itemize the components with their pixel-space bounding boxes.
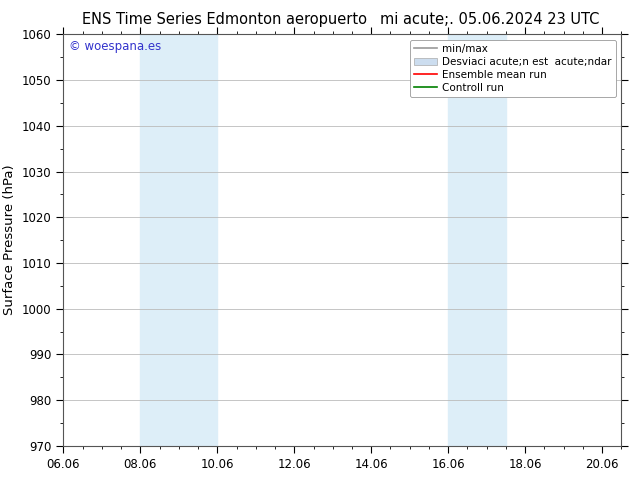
Bar xyxy=(140,34,217,446)
Text: ENS Time Series Edmonton aeropuerto: ENS Time Series Edmonton aeropuerto xyxy=(82,12,368,27)
Text: mi acute;. 05.06.2024 23 UTC: mi acute;. 05.06.2024 23 UTC xyxy=(380,12,600,27)
Bar xyxy=(448,34,506,446)
Text: © woespana.es: © woespana.es xyxy=(69,41,161,53)
Y-axis label: Surface Pressure (hPa): Surface Pressure (hPa) xyxy=(3,165,16,316)
Legend: min/max, Desviaci acute;n est  acute;ndar, Ensemble mean run, Controll run: min/max, Desviaci acute;n est acute;ndar… xyxy=(410,40,616,97)
